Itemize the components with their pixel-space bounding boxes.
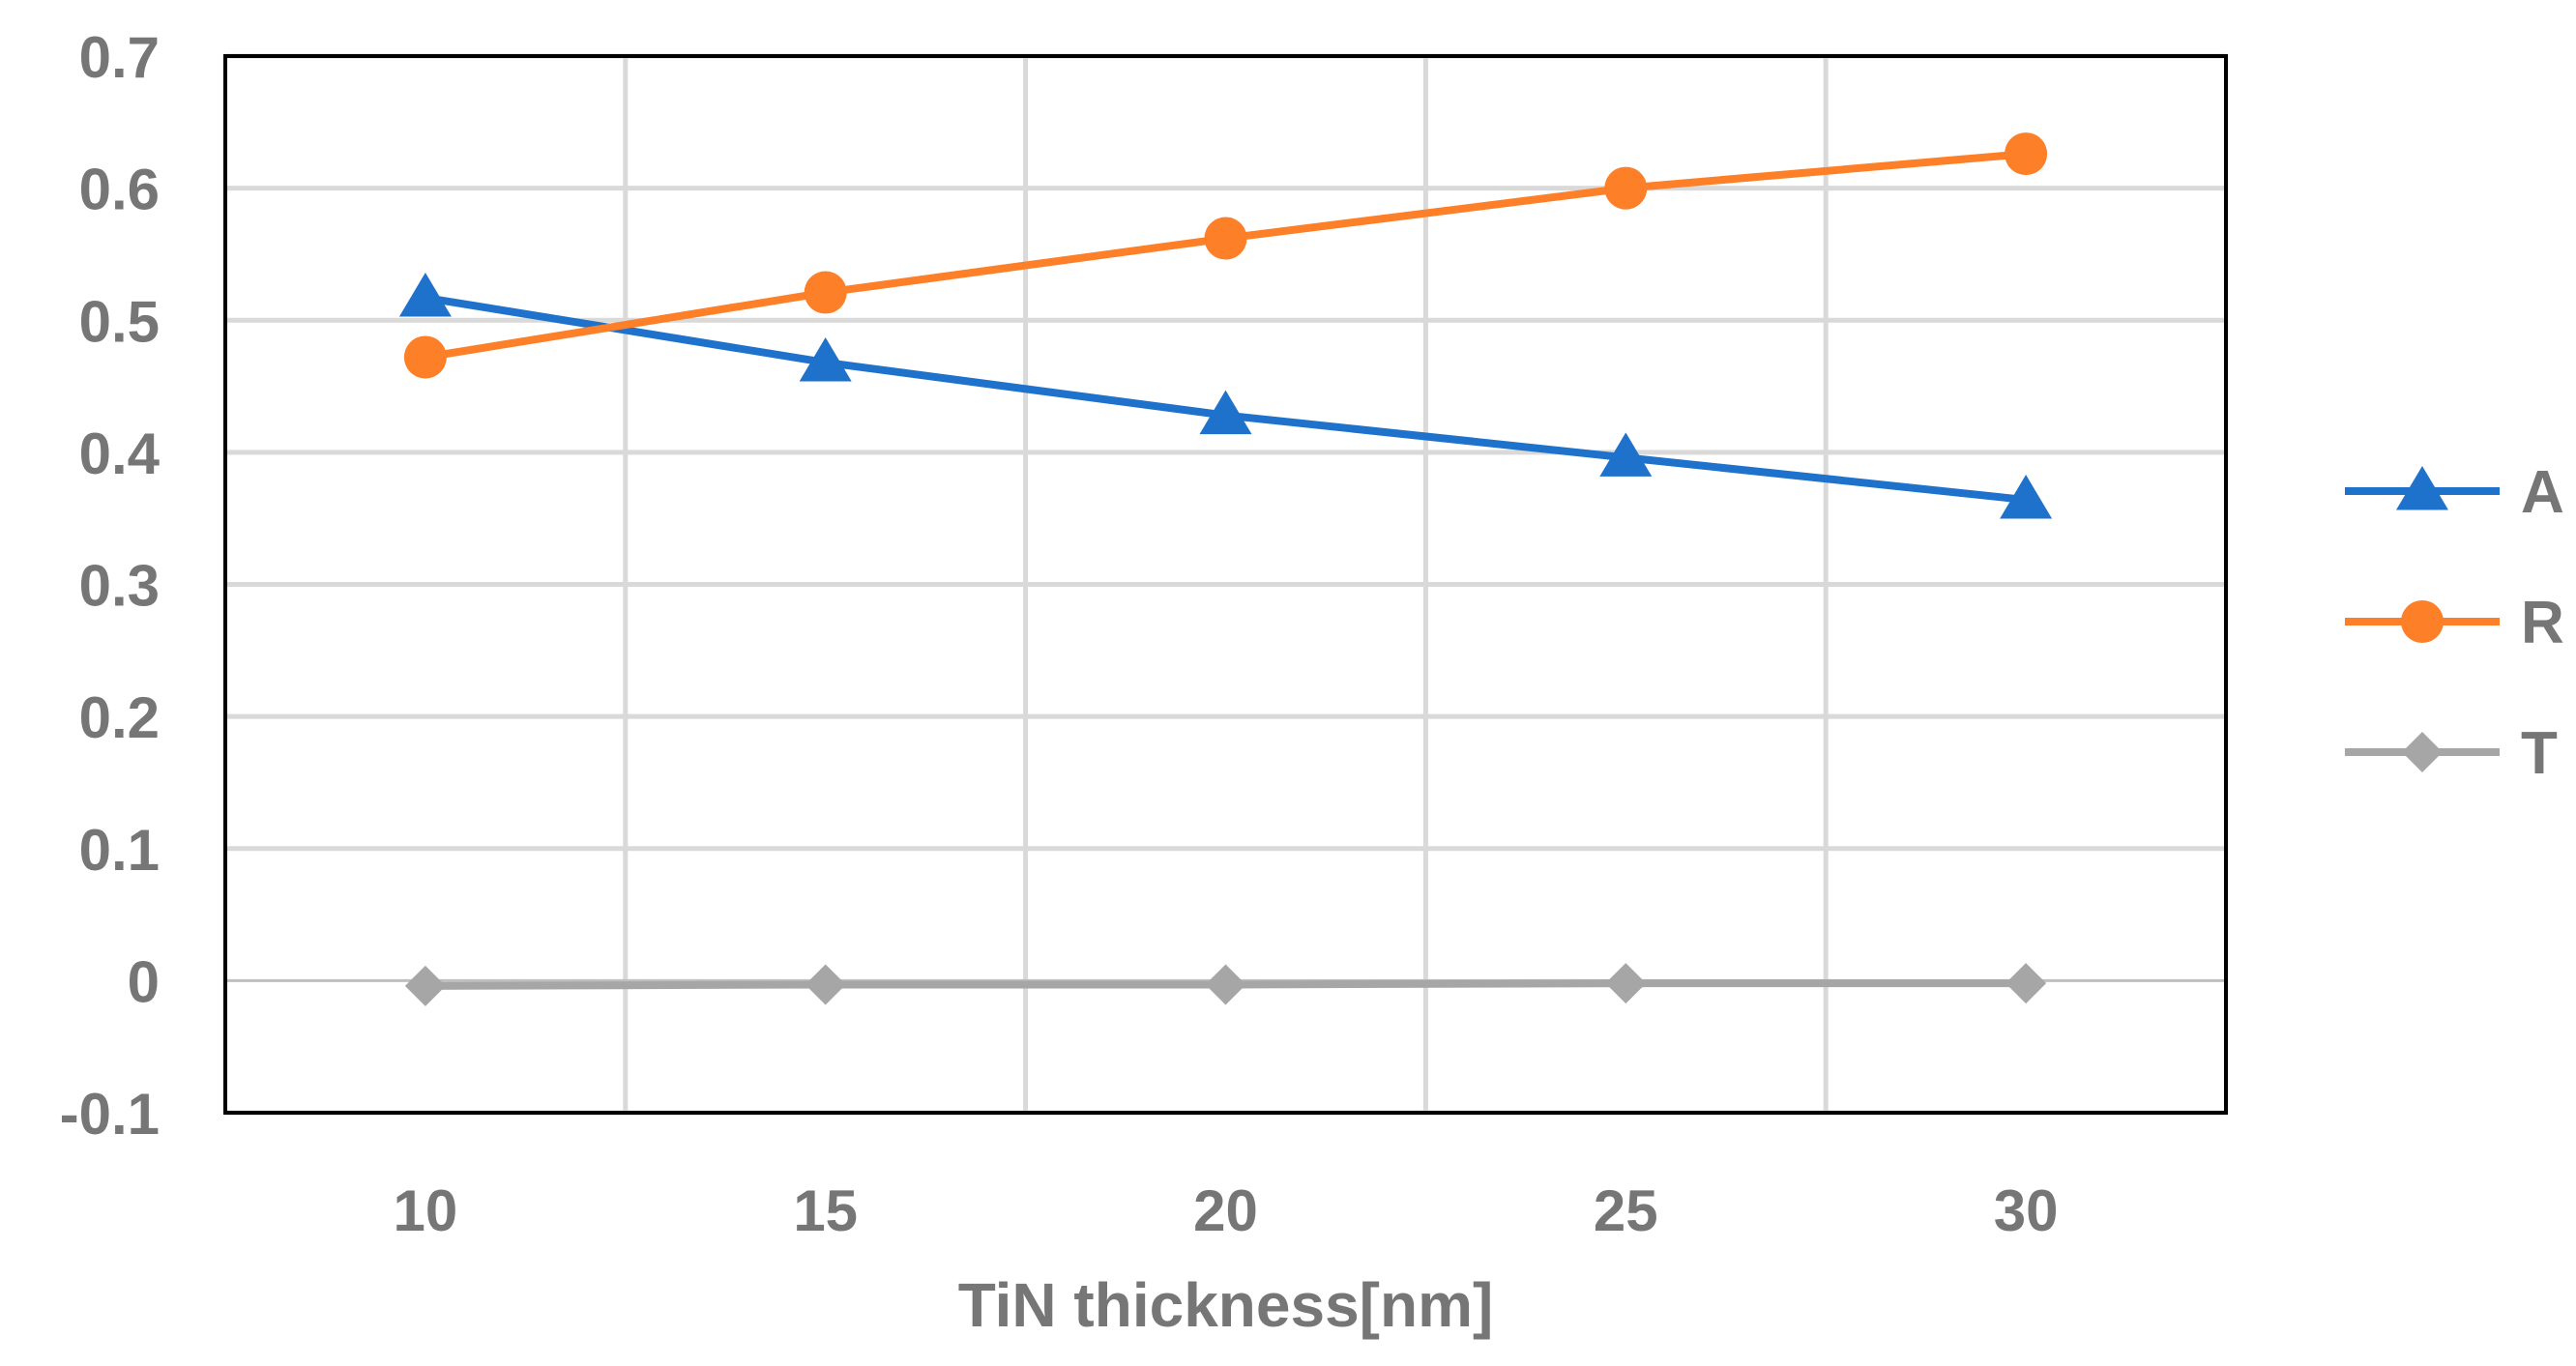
y-tick-label: 0.5 [79, 289, 160, 354]
data-point-A [2000, 475, 2053, 519]
data-point-T [1605, 963, 1647, 1004]
legend-marker-R [2401, 600, 2444, 643]
legend-item-R[interactable]: R [2345, 590, 2564, 656]
x-tick-label: 25 [1594, 1178, 1658, 1243]
data-point-T [805, 964, 846, 1005]
data-point-A [799, 336, 852, 382]
series-layer [398, 132, 2053, 1006]
legend-item-A[interactable]: A [2345, 459, 2564, 526]
legend-marker-A [2396, 466, 2448, 510]
x-axis-tick-labels: 10 15 20 25 30 [394, 1178, 2059, 1243]
y-tick-label: 0.4 [79, 421, 161, 486]
legend-label-A: A [2521, 459, 2564, 526]
x-tick-label: 15 [793, 1178, 858, 1243]
legend-marker-T [2402, 732, 2443, 772]
legend-label-T: T [2521, 720, 2558, 787]
legend-label-R: R [2521, 590, 2564, 656]
data-point-R [1604, 166, 1648, 210]
data-point-R [403, 335, 447, 379]
legend-item-T[interactable]: T [2345, 720, 2558, 787]
series-A [398, 273, 2053, 519]
data-point-A [1199, 390, 1252, 435]
y-tick-label: 0 [128, 949, 160, 1014]
data-point-R [804, 271, 847, 314]
data-point-T [404, 965, 446, 1006]
data-point-A [1599, 432, 1653, 477]
data-point-R [2005, 132, 2048, 176]
legend[interactable]: ART [2345, 459, 2564, 787]
data-point-T [2005, 963, 2047, 1004]
y-tick-label: -0.1 [60, 1082, 160, 1147]
data-point-R [1204, 217, 1247, 260]
y-tick-label: 0.6 [79, 158, 160, 222]
series-T [404, 963, 2047, 1006]
gridlines [225, 53, 2226, 1116]
data-point-T [1205, 964, 1246, 1005]
y-tick-label: 0.7 [79, 25, 160, 90]
y-tick-label: 0.2 [79, 685, 160, 750]
y-tick-label: 0.3 [79, 554, 160, 619]
series-R [403, 132, 2048, 379]
x-tick-label: 30 [1994, 1178, 2059, 1243]
x-axis-title: TiN thickness[nm] [958, 1270, 1494, 1340]
y-axis-tick-labels: 0.7 0.6 0.5 0.4 0.3 0.2 0.1 0 -0.1 [60, 25, 161, 1147]
plot-area-border [223, 54, 2228, 1115]
x-tick-label: 10 [394, 1178, 458, 1243]
x-tick-label: 20 [1193, 1178, 1258, 1243]
data-point-A [398, 273, 452, 317]
y-tick-label: 0.1 [79, 818, 160, 883]
